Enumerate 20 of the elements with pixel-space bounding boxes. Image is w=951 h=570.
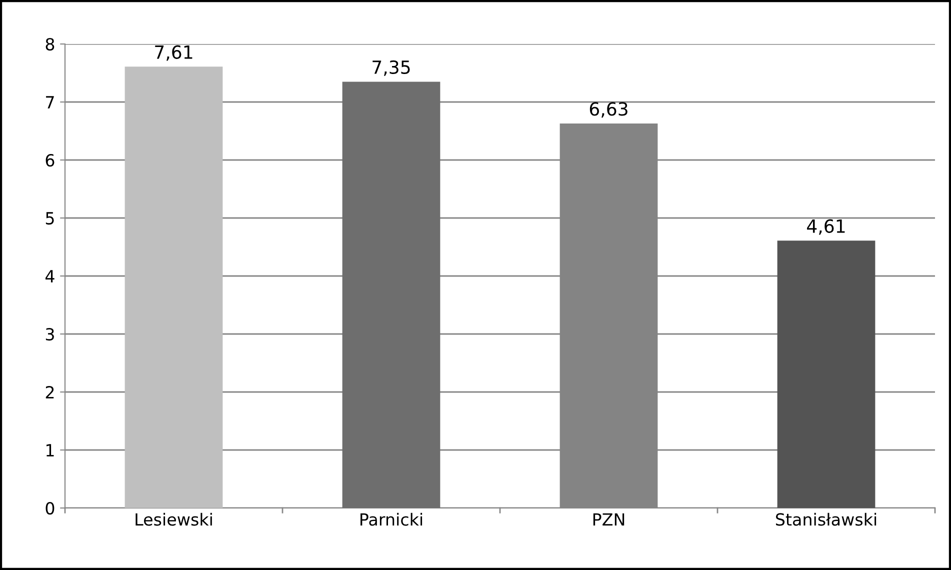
bar [342,82,440,508]
data-label: 7,35 [372,60,410,76]
y-tick-label: 0 [46,502,54,515]
data-label: 7,61 [155,45,192,61]
y-tick-label: 8 [46,38,54,51]
y-tick-label: 4 [45,270,54,282]
x-tick-label: Lesiewski [136,512,212,526]
bar [124,66,223,508]
y-tick-label: 3 [46,328,54,341]
y-tick-label: 6 [46,154,54,167]
x-tick-label: Parnicki [360,512,422,526]
y-tick-label: 7 [46,96,54,108]
y-tick-label: 2 [46,386,54,398]
x-tick-label: Stanisławski [776,512,876,526]
data-label: 6,63 [590,102,628,118]
y-tick-label: 5 [46,212,54,225]
data-label: 4,61 [807,219,845,235]
x-tick-label: PZN [593,513,624,526]
bar [777,240,876,508]
y-tick-label: 1 [46,444,54,456]
